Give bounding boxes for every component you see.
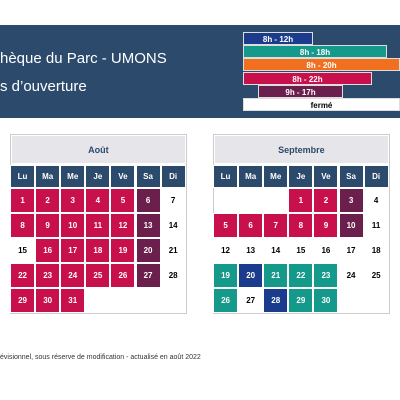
day-cell: 26	[213, 288, 239, 313]
weekday: Di	[363, 165, 389, 188]
day-cell: 15	[10, 238, 36, 263]
day-cell: 5	[213, 213, 239, 238]
footer: évisionnel, sous réserve de modification…	[0, 354, 201, 361]
day-cell: 28	[263, 288, 289, 313]
day-cell: 16	[313, 238, 339, 263]
day-cell: 31	[60, 288, 86, 313]
day-cell: 10	[60, 213, 86, 238]
day-cell: 9	[35, 213, 61, 238]
day-cell: 9	[313, 213, 339, 238]
weekday: Di	[160, 165, 186, 188]
day-cell: 13	[238, 238, 264, 263]
weekday: Sa	[338, 165, 364, 188]
day-cell: 7	[160, 188, 186, 213]
title: hèque du Parc - UMONS	[0, 50, 167, 67]
day-cell: 24	[60, 263, 86, 288]
day-cell: 13	[135, 213, 161, 238]
weekday: Me	[60, 165, 86, 188]
legend-item: 8h - 18h	[243, 45, 387, 59]
day-cell: 8	[288, 213, 314, 238]
day-cell: 20	[238, 263, 264, 288]
day-cell: 12	[213, 238, 239, 263]
day-cell: 18	[85, 238, 111, 263]
day-cell: 7	[263, 213, 289, 238]
day-cell: 2	[35, 188, 61, 213]
day-cell: 1	[10, 188, 36, 213]
day-cell: 29	[288, 288, 314, 313]
weekday: Ve	[313, 165, 339, 188]
day-cell: 8	[10, 213, 36, 238]
day-cell: 30	[35, 288, 61, 313]
day-cell: 6	[135, 188, 161, 213]
day-cell: 29	[10, 288, 36, 313]
day-cell: 25	[85, 263, 111, 288]
day-cell: 4	[363, 188, 389, 213]
weekday: Lu	[10, 165, 36, 188]
day-cell: 26	[110, 263, 136, 288]
weekday: Je	[85, 165, 111, 188]
weekday: Sa	[135, 165, 161, 188]
day-cell: 27	[135, 263, 161, 288]
day-cell: 19	[110, 238, 136, 263]
day-cell: 3	[338, 188, 364, 213]
weekday: Lu	[213, 165, 239, 188]
weekday: Je	[288, 165, 314, 188]
legend-item: 8h - 12h	[243, 32, 313, 45]
day-cell: 24	[338, 263, 364, 288]
day-cell: 12	[110, 213, 136, 238]
day-cell: 14	[160, 213, 186, 238]
day-cell: 21	[160, 238, 186, 263]
day-cell: 17	[338, 238, 364, 263]
day-cell: 23	[313, 263, 339, 288]
day-cell: 5	[110, 188, 136, 213]
day-cell: 30	[313, 288, 339, 313]
month-header: Août	[12, 136, 185, 163]
day-cell: 11	[363, 213, 389, 238]
day-cell: 22	[288, 263, 314, 288]
day-cell: 28	[160, 263, 186, 288]
day-cell: 14	[263, 238, 289, 263]
day-cell: 1	[288, 188, 314, 213]
day-cell: 4	[85, 188, 111, 213]
subtitle: s d’ouverture	[0, 78, 87, 95]
day-cell: 18	[363, 238, 389, 263]
day-cell: 22	[10, 263, 36, 288]
legend-item: 9h - 17h	[258, 84, 343, 98]
day-cell: 11	[85, 213, 111, 238]
day-cell: 23	[35, 263, 61, 288]
day-cell: 16	[35, 238, 61, 263]
weekday: Me	[263, 165, 289, 188]
day-cell: 21	[263, 263, 289, 288]
legend-item: 8h - 22h	[243, 71, 372, 85]
weekday: Ma	[35, 165, 61, 188]
legend-item: fermé	[243, 98, 400, 111]
day-cell: 2	[313, 188, 339, 213]
weekday: Ma	[238, 165, 264, 188]
day-cell: 19	[213, 263, 239, 288]
day-cell: 15	[288, 238, 314, 263]
day-cell: 17	[60, 238, 86, 263]
legend-item: 8h - 20h	[243, 58, 400, 72]
day-cell: 20	[135, 238, 161, 263]
day-cell: 6	[238, 213, 264, 238]
month-header: Septembre	[215, 136, 388, 163]
weekday: Ve	[110, 165, 136, 188]
day-cell: 27	[238, 288, 264, 313]
day-cell: 3	[60, 188, 86, 213]
day-cell: 10	[338, 213, 364, 238]
day-cell: 25	[363, 263, 389, 288]
